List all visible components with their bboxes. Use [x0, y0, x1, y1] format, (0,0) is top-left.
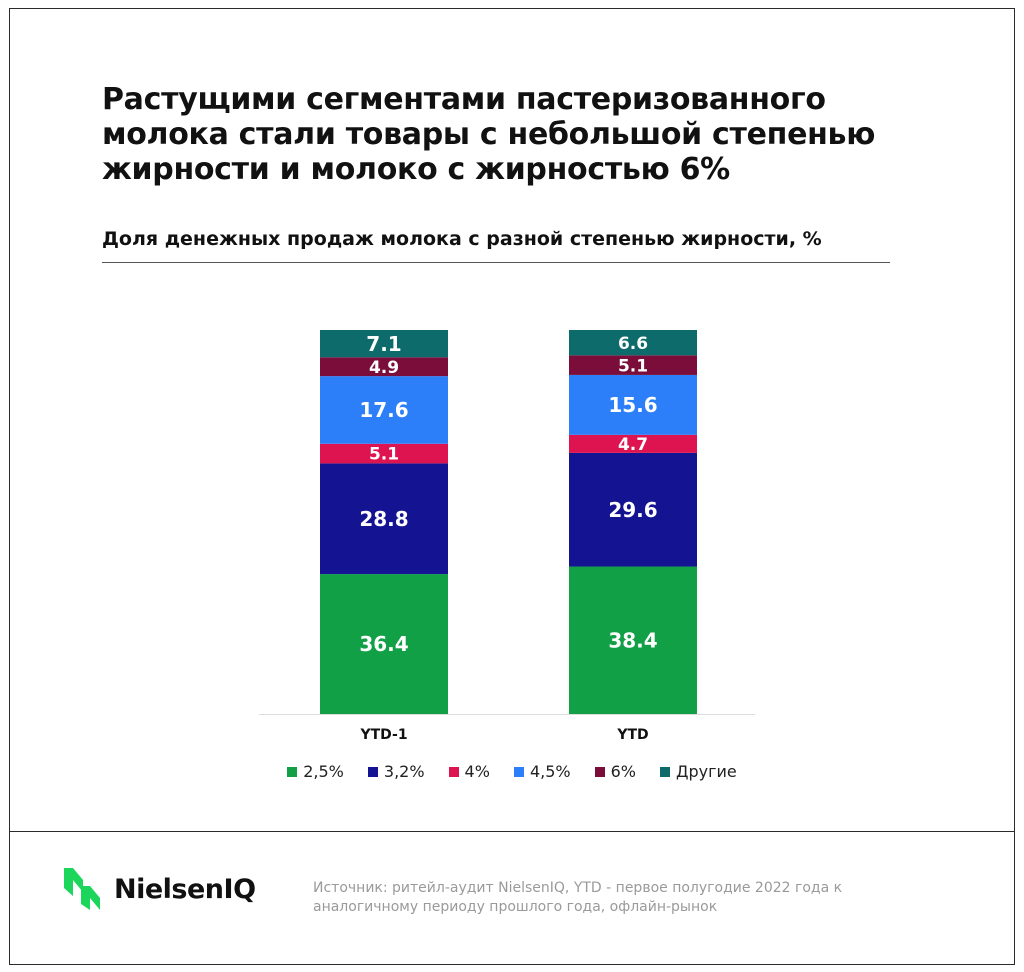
data-label: 15.6: [608, 393, 657, 417]
legend-item: 4%: [448, 762, 490, 781]
data-label: 5.1: [618, 356, 648, 376]
bar-segment: [320, 443, 448, 464]
legend-swatch: [367, 766, 378, 777]
card-frame: [9, 8, 1015, 965]
nielseniq-logo: NielsenIQ: [64, 868, 256, 910]
bar-segment: [569, 434, 697, 453]
bar-segment: [320, 376, 448, 444]
legend-item: 3,2%: [367, 762, 425, 781]
bar-segment: [320, 357, 448, 377]
legend-swatch: [513, 766, 524, 777]
legend-item: 2,5%: [287, 762, 344, 781]
legend-swatch: [594, 766, 605, 777]
data-label: 17.6: [359, 398, 408, 422]
legend-label: 4,5%: [529, 762, 571, 781]
chart-title: Растущими сегментами пастеризованного мо…: [102, 82, 876, 187]
source-note: Источник: ритейл-аудит NielsenIQ, YTD - …: [313, 880, 843, 915]
data-label: 36.4: [359, 632, 408, 656]
chart-legend: 2,5% 3,2% 4% 4,5% 6% Другие: [0, 762, 1024, 781]
logo-text: NielsenIQ: [114, 873, 256, 905]
legend-label: 3,2%: [383, 762, 425, 781]
legend-swatch: [448, 766, 459, 777]
data-label: 38.4: [608, 628, 657, 652]
bar-segment: [320, 330, 448, 358]
legend-item: 6%: [594, 762, 636, 781]
legend-label: 6%: [610, 762, 636, 781]
bar-segment: [320, 574, 448, 714]
data-label: 28.8: [359, 507, 408, 531]
x-tick-label: YTD-1: [359, 727, 407, 743]
bar-segment: [569, 452, 697, 567]
bar-segment: [569, 566, 697, 714]
legend-swatch: [659, 766, 670, 777]
bar-segment: [569, 355, 697, 375]
data-label: 4.7: [618, 435, 648, 455]
data-label: 4.9: [369, 358, 399, 378]
nielseniq-logo-icon: [64, 868, 100, 910]
legend-label: 4%: [464, 762, 490, 781]
data-label: 6.6: [618, 334, 648, 354]
legend-item: Другие: [659, 762, 737, 781]
data-label: 7.1: [366, 332, 401, 356]
legend-swatch: [287, 766, 298, 777]
bar-segment: [569, 330, 697, 356]
x-tick-label: YTD: [616, 727, 648, 743]
chart-subtitle: Доля денежных продаж молока с разной сте…: [102, 228, 822, 250]
subtitle-divider: [102, 262, 890, 263]
data-label: 5.1: [369, 445, 399, 465]
data-label: 29.6: [608, 498, 657, 522]
legend-label: 2,5%: [303, 762, 344, 781]
legend-item: 4,5%: [513, 762, 571, 781]
footer-divider: [9, 831, 1015, 832]
legend-label: Другие: [675, 762, 737, 781]
bar-segment: [320, 463, 448, 575]
bar-segment: [569, 374, 697, 435]
